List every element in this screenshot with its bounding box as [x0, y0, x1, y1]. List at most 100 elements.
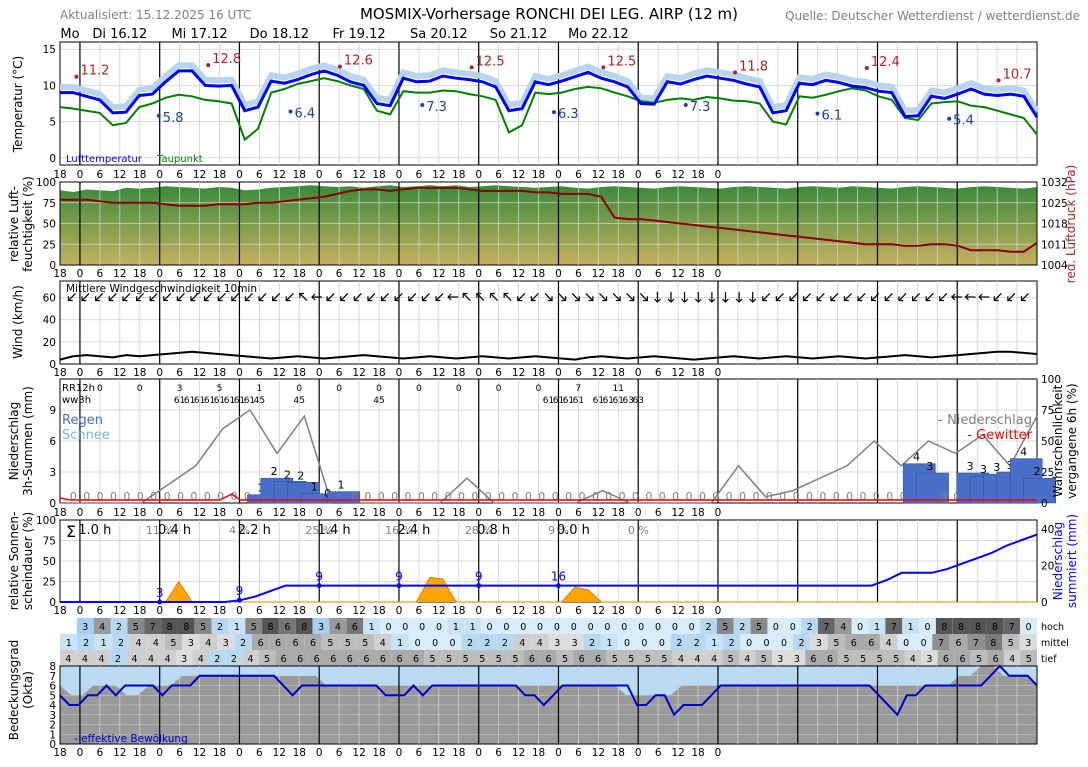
cloud-cell-value: 5: [512, 654, 518, 665]
temp-marker: [947, 116, 952, 121]
hour-tick: 0: [475, 367, 482, 379]
hour-tick: 12: [592, 507, 605, 519]
hour-tick: 12: [512, 605, 525, 617]
precip-bar-label: 0: [110, 490, 117, 503]
hour-tick: 6: [336, 268, 343, 280]
wind-arrow-head: [722, 298, 729, 303]
wind-arrow: [203, 293, 213, 302]
hour-tick: 6: [575, 507, 582, 519]
hour-tick: 12: [193, 169, 206, 181]
hour-tick: 0: [396, 268, 403, 280]
cloud-cell-value: 0: [588, 622, 594, 633]
temp-marker: [815, 111, 820, 116]
hour-tick: 0: [236, 268, 243, 280]
cloud-cell-value: 5: [170, 638, 176, 649]
wind-legend: Mittlere Windgeschwindigkeit 10min: [66, 283, 257, 295]
cloud-cell: [424, 650, 441, 666]
wind-arrow-shaft: [599, 293, 607, 301]
ww3h-value: 63: [632, 396, 643, 406]
cloud-cell: [147, 634, 165, 650]
hour-tick: 6: [176, 367, 183, 379]
temp-min-label: 6.4: [295, 106, 316, 121]
wind-arrow: [503, 292, 512, 301]
hour-tick: 6: [256, 605, 263, 617]
wind-arrow-head: [735, 298, 743, 303]
cloud-cell-value: 0: [790, 622, 796, 633]
precip-bar-label: 0: [418, 490, 425, 503]
precip-bar: [1023, 477, 1056, 504]
precip-bar-label: 0: [458, 490, 465, 503]
cloud-cell: [60, 634, 78, 650]
cloud-cell: [845, 634, 863, 650]
y2-axis-label: summiert (mm): [1065, 514, 1079, 608]
cloud-cell: [565, 634, 584, 650]
cloud-cell-value: 6: [380, 654, 386, 665]
cloud-cell: [589, 650, 607, 666]
wind-arrow-head: [951, 293, 956, 301]
rr12h-value: 0: [296, 384, 302, 394]
y-axis-label: relative Luft-: [7, 186, 21, 262]
cloud-cell-value: 5: [479, 654, 485, 665]
cloud-cell-value: 5: [612, 654, 618, 665]
wind-arrow: [1020, 293, 1029, 302]
hour-tick: 18: [691, 747, 704, 759]
effective-cloud-line: [59, 664, 1038, 717]
hour-tick: 18: [612, 605, 625, 617]
hour-tick: 0: [77, 268, 84, 280]
precip-bar-label: 0: [150, 490, 157, 503]
wind-arrow-head: [898, 296, 904, 302]
day-label: So 21.12: [490, 27, 548, 42]
ww3h-value: 61: [184, 396, 195, 406]
rr12h-value: 0: [496, 384, 502, 394]
wind-arrow-head: [517, 296, 523, 302]
wind-arrow: [978, 293, 990, 301]
hour-tick: 18: [53, 367, 66, 379]
cloud-cell: [854, 650, 872, 666]
hour-tick: 6: [97, 507, 104, 519]
cloud-cell-value: 1: [66, 638, 72, 649]
hour-tick: 6: [256, 367, 263, 379]
hour-tick: 18: [532, 268, 545, 280]
cloud-cell: [767, 618, 785, 634]
cloud-cell-value: 2: [231, 654, 237, 665]
hour-tick: 0: [396, 747, 403, 759]
temp-marker: [996, 78, 1001, 83]
cloud-cell: [775, 634, 793, 650]
cloud-cell: [788, 650, 806, 666]
sum-marker-label: 9: [315, 570, 323, 584]
wind-arrow-head: [299, 292, 305, 298]
wind-arrow: [81, 293, 90, 302]
cloud-cell-value: 0: [659, 638, 665, 649]
cloud-cell-value: 0: [436, 622, 442, 633]
wind-arrow-shaft: [476, 293, 485, 301]
temp-marker: [601, 65, 606, 70]
hour-tick: 0: [635, 268, 642, 280]
wind-arrow-shaft: [122, 293, 131, 301]
temp-line: [60, 69, 1039, 119]
probability-line: [60, 408, 1038, 504]
hour-tick: 6: [655, 507, 662, 519]
cloud-cell-value: 1: [101, 638, 107, 649]
wind-arrow-shaft: [857, 293, 866, 301]
precip-bar-label: 0: [860, 490, 867, 503]
hour-tick: 18: [372, 747, 385, 759]
wind-arrow: [708, 292, 716, 303]
hour-tick: 6: [495, 747, 502, 759]
cloud-cell: [177, 618, 195, 634]
wind-arrow-head: [447, 293, 452, 301]
cloud-cell: [356, 634, 374, 650]
cloud-cell: [757, 634, 776, 650]
cloud-cell-value: 6: [293, 638, 299, 649]
sum-marker: [157, 599, 163, 605]
hour-tick: 12: [193, 507, 206, 519]
hour-tick: 12: [352, 367, 365, 379]
ww3h-value: 61: [573, 396, 584, 406]
hour-tick: 18: [293, 169, 306, 181]
hour-tick: 12: [671, 747, 684, 759]
ww3h-value: 61: [214, 396, 225, 406]
hour-tick: 18: [452, 268, 465, 280]
cloud-cell-value: 0: [641, 638, 647, 649]
wind-arrow: [544, 293, 553, 302]
hour-tick: 0: [555, 747, 562, 759]
cloud-cell: [531, 634, 549, 650]
